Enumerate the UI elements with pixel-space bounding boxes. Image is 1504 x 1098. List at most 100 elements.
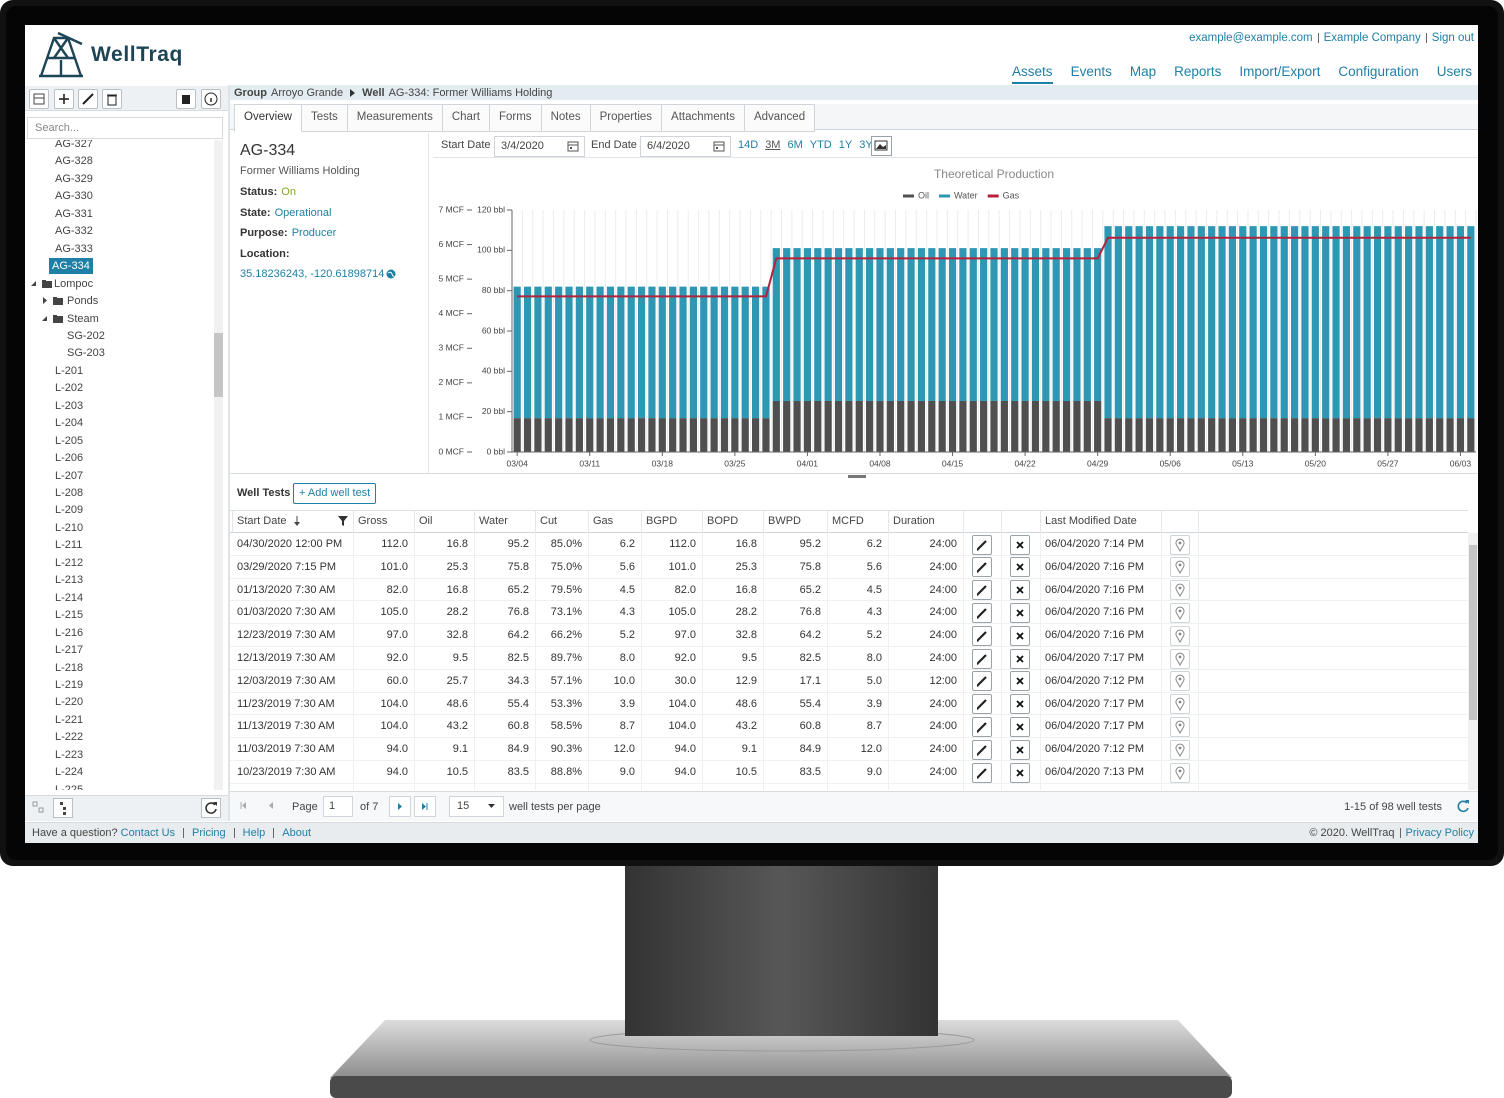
range-preset[interactable]: 14D — [738, 139, 759, 151]
column-header[interactable]: Start Date — [237, 515, 287, 527]
edit-test-button[interactable] — [972, 739, 992, 760]
edit-test-button[interactable] — [972, 648, 992, 669]
column-header[interactable]: Last Modified Date — [1045, 515, 1137, 527]
calendar-button[interactable] — [712, 139, 726, 153]
tab[interactable]: Forms — [489, 104, 542, 132]
prev-page-button[interactable] — [267, 801, 275, 810]
range-preset[interactable]: 6M — [787, 139, 803, 151]
range-preset[interactable]: 3M — [765, 139, 781, 151]
collapse-tree-button[interactable] — [29, 798, 49, 818]
map-test-button[interactable] — [1170, 671, 1190, 692]
column-header[interactable]: Gross — [358, 515, 388, 527]
nav-item[interactable]: Events — [1070, 64, 1112, 79]
tab[interactable]: Chart — [442, 104, 490, 132]
tree-item[interactable]: L-218 — [55, 661, 84, 674]
tree-item[interactable]: L-224 — [55, 766, 84, 779]
tree-item[interactable]: L-207 — [55, 469, 84, 482]
footer-link[interactable]: Contact Us — [120, 827, 176, 839]
delete-test-button[interactable] — [1010, 694, 1030, 715]
tab[interactable]: Overview — [234, 104, 302, 132]
tab[interactable]: Advanced — [744, 104, 816, 132]
nav-item[interactable]: Map — [1129, 64, 1157, 79]
expand-tree-button[interactable] — [53, 798, 73, 818]
column-header[interactable]: BOPD — [707, 515, 739, 527]
map-test-button[interactable] — [1170, 580, 1190, 601]
refresh-table-button[interactable] — [1455, 798, 1473, 816]
footer-link[interactable]: About — [282, 827, 312, 839]
first-page-button[interactable] — [240, 801, 248, 810]
map-test-button[interactable] — [1170, 602, 1190, 623]
tree-folder[interactable]: Steam — [67, 312, 99, 325]
column-header[interactable]: BGPD — [646, 515, 678, 527]
filter-button[interactable] — [338, 516, 348, 526]
tree-folder[interactable]: Ponds — [67, 295, 99, 308]
add-well-test-button[interactable]: + Add well test — [293, 483, 377, 504]
next-page-button[interactable] — [389, 796, 411, 817]
tree-toggle[interactable] — [41, 314, 49, 323]
edit-test-button[interactable] — [972, 557, 992, 578]
column-header[interactable]: BWPD — [768, 515, 801, 527]
footer-link[interactable]: Help — [242, 827, 266, 839]
sidebar-tool-button[interactable] — [78, 89, 98, 109]
footer-link[interactable]: Pricing — [192, 827, 226, 839]
last-page-button[interactable] — [414, 796, 436, 817]
account-link[interactable]: Example Company — [1323, 32, 1421, 44]
tree-item[interactable]: L-217 — [55, 644, 84, 657]
column-header[interactable]: MCFD — [832, 515, 864, 527]
tab[interactable]: Notes — [541, 104, 591, 132]
column-header[interactable]: Water — [479, 515, 508, 527]
edit-test-button[interactable] — [972, 625, 992, 646]
tab[interactable]: Tests — [301, 104, 348, 132]
tree-item[interactable]: L-204 — [55, 417, 84, 430]
sidebar-tool-button[interactable] — [201, 89, 221, 109]
export-image-button[interactable] — [871, 136, 892, 156]
tree-item[interactable]: SG-202 — [67, 329, 105, 342]
map-test-button[interactable] — [1170, 534, 1190, 555]
column-header[interactable]: Cut — [540, 515, 558, 527]
page-size-select[interactable]: 15 — [449, 796, 504, 817]
nav-item[interactable]: Assets — [1012, 64, 1053, 84]
edit-test-button[interactable] — [972, 762, 992, 783]
tree-item[interactable]: L-214 — [55, 591, 84, 604]
map-test-button[interactable] — [1170, 716, 1190, 737]
sidebar-tool-button[interactable] — [29, 89, 49, 109]
map-test-button[interactable] — [1170, 648, 1190, 669]
nav-item[interactable]: Reports — [1174, 64, 1222, 79]
breadcrumb-well[interactable]: AG-334: Former Williams Holding — [388, 86, 553, 99]
delete-test-button[interactable] — [1010, 739, 1030, 760]
tree-item[interactable]: AG-327 — [55, 140, 93, 150]
tree-item[interactable]: L-205 — [55, 434, 84, 447]
tree-folder[interactable]: Lompoc — [54, 277, 94, 290]
map-test-button[interactable] — [1170, 625, 1190, 646]
map-test-button[interactable] — [1170, 762, 1190, 783]
tree-toggle[interactable] — [41, 296, 49, 305]
edit-test-button[interactable] — [972, 694, 992, 715]
start-date-input[interactable]: 3/4/2020 — [494, 136, 585, 157]
account-link[interactable]: Sign out — [1431, 32, 1474, 44]
map-test-button[interactable] — [1170, 557, 1190, 578]
tab[interactable]: Attachments — [662, 104, 745, 132]
account-link[interactable]: example@example.com — [1189, 32, 1313, 44]
column-header[interactable]: Oil — [419, 515, 433, 527]
end-date-input[interactable]: 6/4/2020 — [640, 136, 731, 157]
tree-item[interactable]: AG-332 — [55, 225, 93, 238]
range-preset[interactable]: 3Y — [859, 139, 873, 151]
delete-test-button[interactable] — [1010, 602, 1030, 623]
delete-test-button[interactable] — [1010, 625, 1030, 646]
delete-test-button[interactable] — [1010, 557, 1030, 578]
sidebar-tool-button[interactable] — [54, 89, 74, 109]
tree-item[interactable]: L-202 — [55, 382, 84, 395]
tab[interactable]: Properties — [590, 104, 663, 132]
tree-item[interactable]: L-219 — [55, 678, 84, 691]
tree-item[interactable]: L-210 — [55, 521, 84, 534]
edit-test-button[interactable] — [972, 671, 992, 692]
tree-item[interactable]: AG-329 — [55, 172, 93, 185]
page-input[interactable]: 1 — [323, 796, 353, 817]
sidebar-tool-button[interactable] — [102, 89, 122, 109]
tree-item[interactable]: L-201 — [55, 364, 84, 377]
tree-item[interactable]: AG-333 — [55, 242, 93, 255]
edit-test-button[interactable] — [972, 580, 992, 601]
tree-item[interactable]: AG-334 — [49, 258, 93, 275]
delete-test-button[interactable] — [1010, 648, 1030, 669]
calendar-button[interactable] — [566, 139, 580, 153]
